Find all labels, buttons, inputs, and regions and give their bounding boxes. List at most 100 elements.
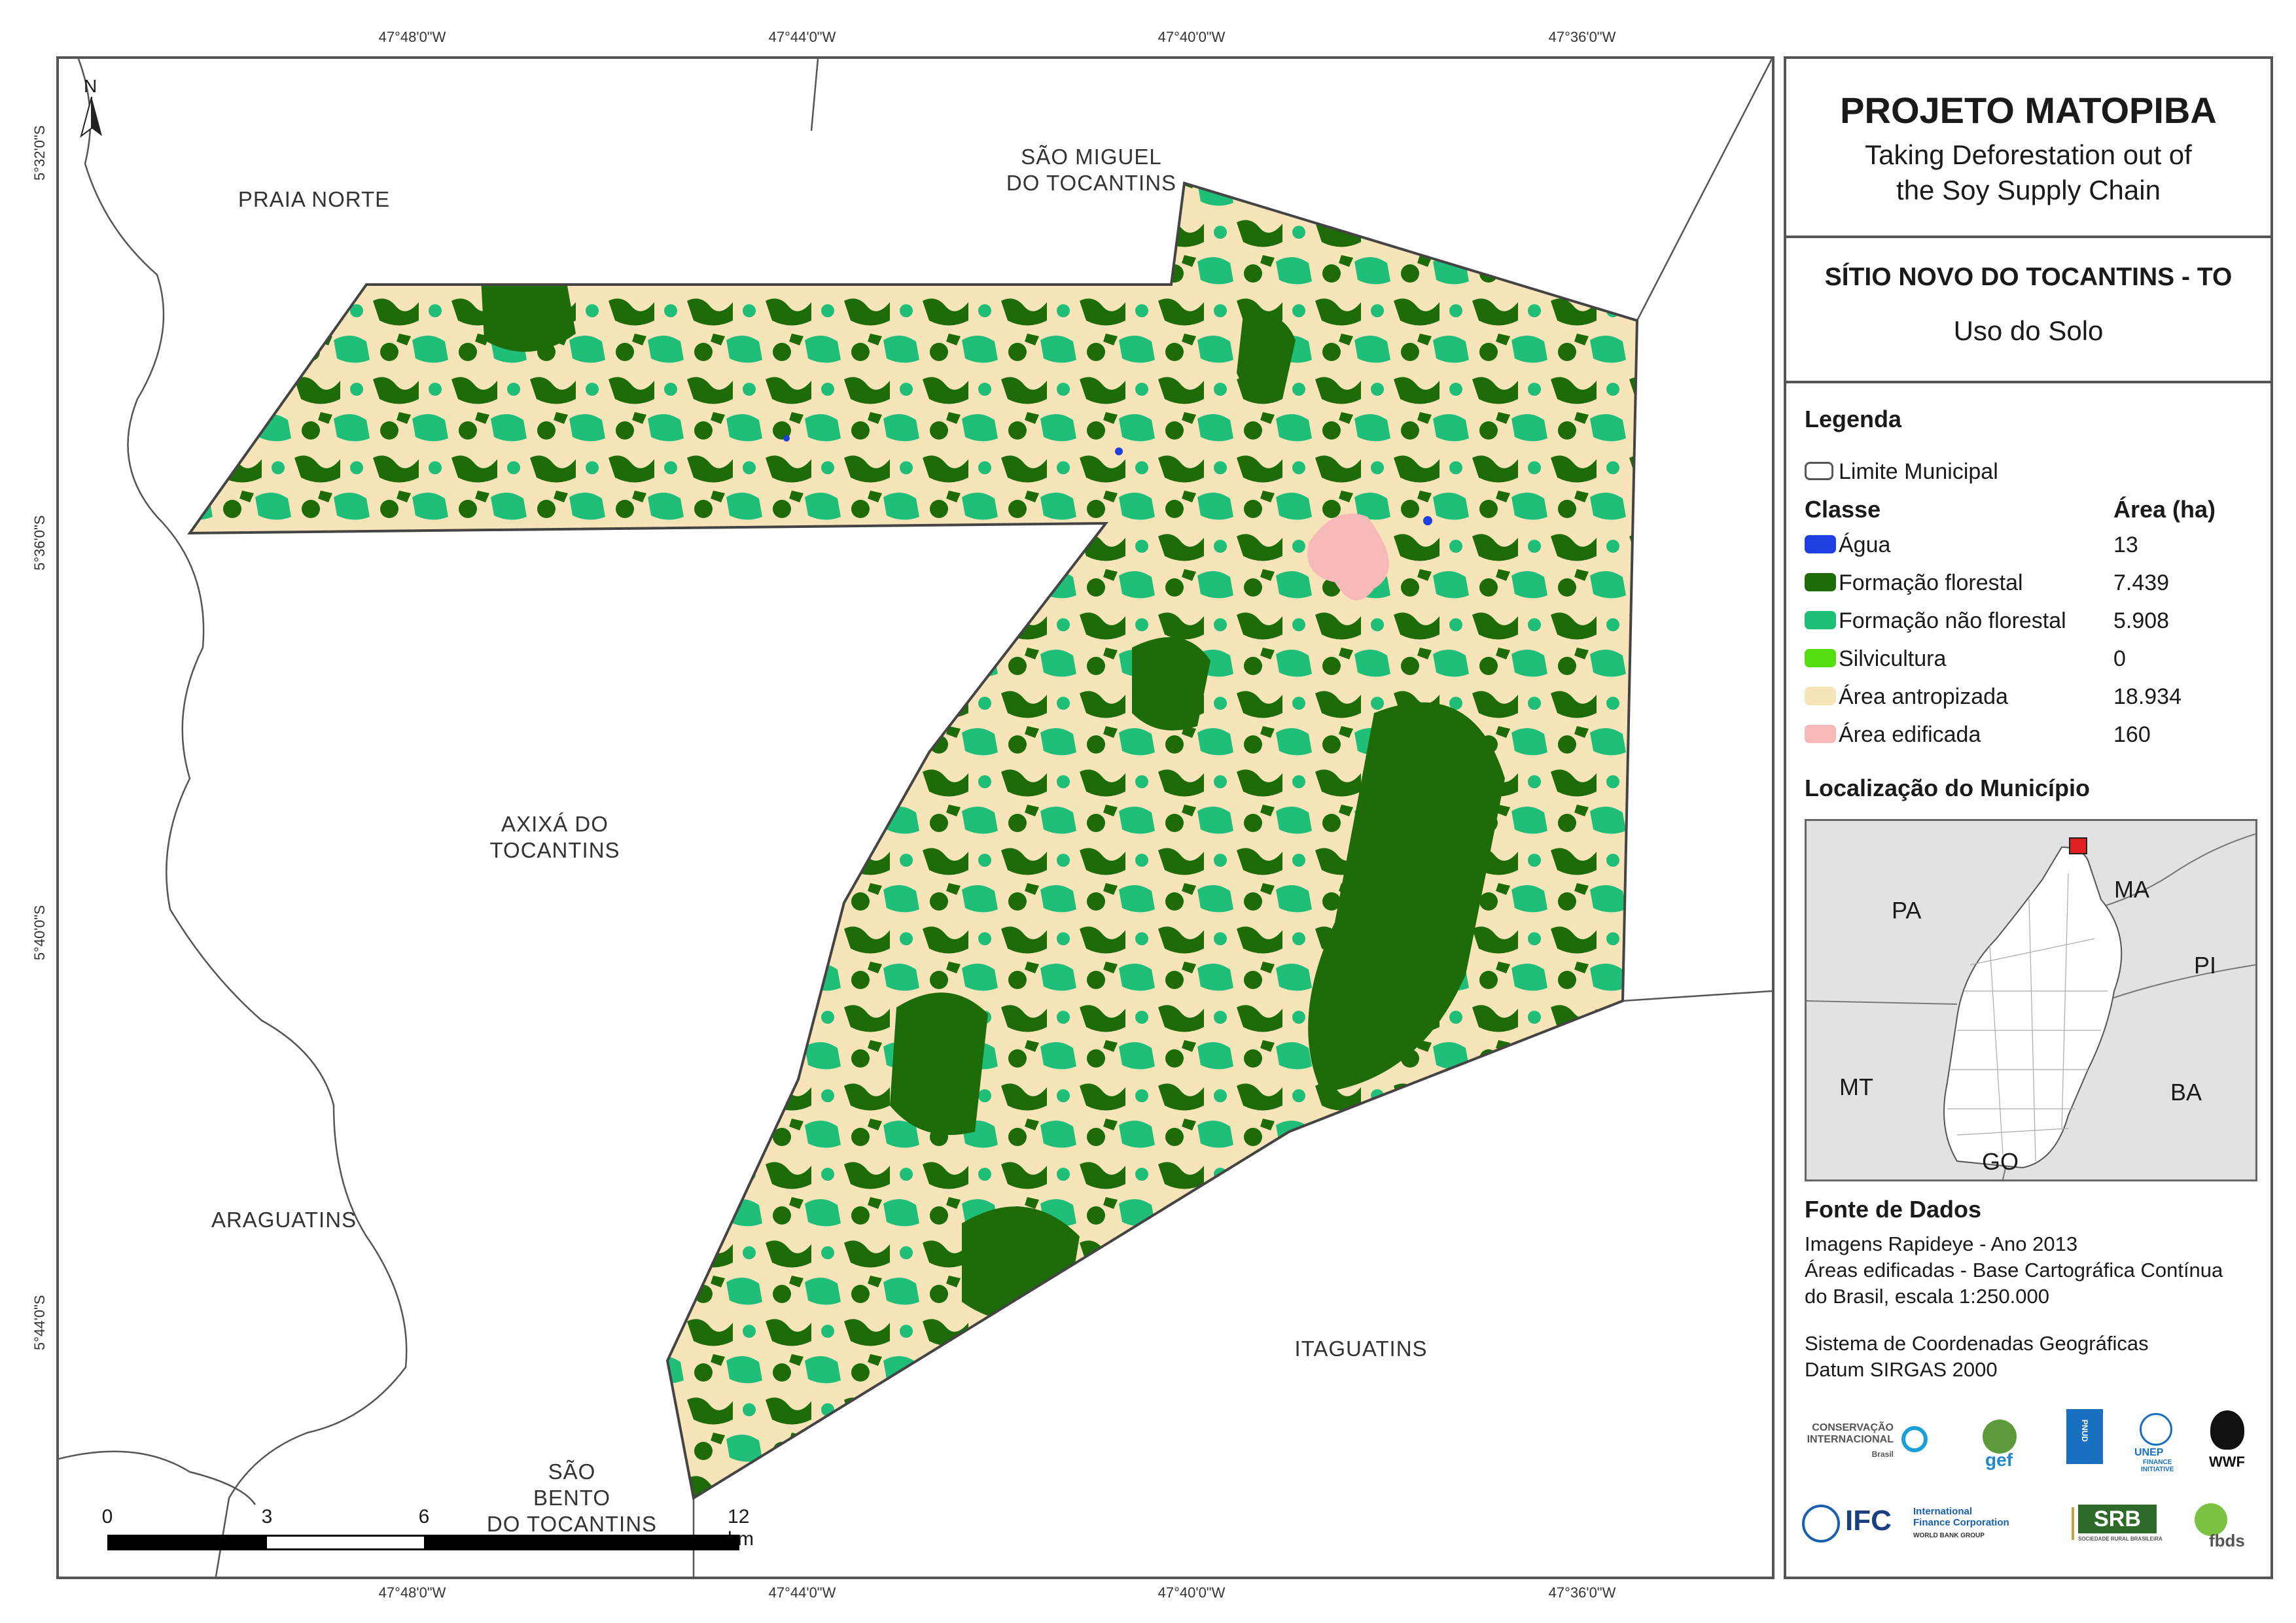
- municipal-boundary[interactable]: [187, 181, 1639, 1501]
- wwf-logo: WWF: [2205, 1410, 2251, 1476]
- ci-logo-country: Brasil: [1871, 1450, 1894, 1459]
- north-arrow-label: N: [84, 76, 97, 96]
- sources-heading: Fonte de Dados: [1805, 1196, 1982, 1223]
- project-subtitle: Taking Deforestation out of the Soy Supp…: [1865, 139, 2192, 205]
- wwf-logo-text: WWF: [2209, 1454, 2245, 1470]
- area-header: Área (ha): [2113, 496, 2216, 523]
- coord-left-3: 5°40'0"S: [31, 905, 48, 960]
- place-praia-norte: PRAIA NORTE: [238, 187, 391, 211]
- state-label-go: GO: [1982, 1148, 2019, 1175]
- pnud-logo: PNUD: [2066, 1409, 2103, 1464]
- class-header: Classe: [1805, 496, 1881, 523]
- coord-bottom-4: 47°36'0"W: [1548, 1584, 1616, 1601]
- srb-logo-sub: SOCIEDADE RURAL BRASILEIRA: [2078, 1536, 2163, 1542]
- map-frame: N PRAIA NORTE SÃO MIGUEL DO TOCANTINS AX…: [56, 56, 1775, 1579]
- map-canvas[interactable]: [59, 59, 1772, 1577]
- srb-logo: SRB SOCIEDADE RURAL BRASILEIRA: [2056, 1505, 2163, 1550]
- ci-logo-text: CONSERVAÇÃO INTERNACIONAL: [1807, 1422, 1894, 1445]
- ifc-logo-text: IFC: [1845, 1505, 1892, 1537]
- legend-item-area: 18.934: [2113, 684, 2181, 709]
- place-araguatins: ARAGUATINS: [211, 1208, 357, 1232]
- coord-left-2: 5°36'0"S: [31, 515, 48, 570]
- legend-swatch: [1805, 725, 1836, 743]
- urban-area[interactable]: [1307, 514, 1389, 601]
- scale-label-6: 6: [418, 1506, 430, 1527]
- legend-swatch: [1805, 535, 1836, 553]
- legend-swatch: [1805, 687, 1836, 705]
- coord-bottom-3: 47°40'0"W: [1157, 1584, 1226, 1601]
- legend-item-label: Silvicultura: [1839, 646, 1947, 671]
- sources-crs: Sistema de Coordenadas Geográficas Datum…: [1805, 1332, 2149, 1381]
- location-map-canvas: [1807, 833, 2255, 1179]
- ifc-logo: IFC International Finance Corporation WO…: [1802, 1498, 2038, 1557]
- place-axixa: AXIXÁ DO TOCANTINS: [489, 812, 620, 862]
- scale-label-3: 3: [261, 1506, 273, 1527]
- legend-item-area: 7.439: [2113, 570, 2170, 595]
- scale-label-0: 0: [101, 1506, 113, 1527]
- legend-swatch: [1805, 649, 1836, 667]
- unep-logo-sub: FINANCE INITIATIVE: [2141, 1459, 2174, 1473]
- legend-item-area: 5.908: [2113, 608, 2170, 633]
- legend: Legenda Limite Municipal Classe Área (ha…: [1786, 383, 2270, 815]
- gef-logo: gef: [1976, 1420, 2028, 1472]
- legend-item-area: 160: [2113, 722, 2151, 747]
- legend-heading: Legenda: [1805, 406, 1902, 432]
- place-sao-miguel: SÃO MIGUEL DO TOCANTINS: [1006, 145, 1177, 195]
- pnud-logo-text: PNUD: [2080, 1420, 2089, 1442]
- fbds-logo: fbds: [2189, 1498, 2255, 1557]
- info-panel: PROJETO MATOPIBA Taking Deforestation ou…: [1784, 56, 2273, 1579]
- project-title: PROJETO MATOPIBA: [1840, 90, 2217, 131]
- title-section: PROJETO MATOPIBA Taking Deforestation ou…: [1786, 59, 2270, 238]
- unep-globe-icon: [2140, 1413, 2172, 1446]
- fbds-leaf-icon: [2195, 1503, 2227, 1536]
- fbds-logo-text: fbds: [2209, 1531, 2245, 1550]
- state-label-ma: MA: [2114, 876, 2149, 903]
- legend-swatch: [1805, 573, 1836, 591]
- coord-top-1: 47°48'0"W: [378, 29, 446, 45]
- legend-item-label: Formação não florestal: [1839, 608, 2066, 633]
- legend-swatch: [1805, 611, 1836, 629]
- land-use-layer: [190, 183, 1637, 1498]
- srb-logo-text: SRB: [2078, 1505, 2157, 1533]
- north-arrow: N: [79, 76, 105, 161]
- coord-top-3: 47°40'0"W: [1157, 29, 1226, 45]
- tocantins-state: [1943, 846, 2123, 1169]
- ci-logo: CONSERVAÇÃO INTERNACIONAL Brasil: [1802, 1413, 1933, 1472]
- legend-item-label: Água: [1839, 532, 1891, 557]
- municipality-locator: [2069, 837, 2087, 854]
- coord-top-2: 47°44'0"W: [768, 29, 836, 45]
- unep-logo-text: UNEP: [2134, 1447, 2164, 1458]
- coord-bottom-1: 47°48'0"W: [378, 1584, 446, 1601]
- gef-globe-icon: [1983, 1420, 2017, 1454]
- location-heading: Localização do Município: [1805, 775, 2091, 801]
- place-itaguatins: ITAGUATINS: [1294, 1336, 1428, 1361]
- legend-item-area: 13: [2113, 532, 2138, 557]
- sources-text: Imagens Rapideye - Ano 2013 Áreas edific…: [1805, 1232, 2223, 1308]
- legend-item-label: Área edificada: [1839, 722, 1981, 747]
- ifc-logo-full: International Finance Corporation: [1913, 1506, 2009, 1528]
- map-theme: Uso do Solo: [1953, 315, 2104, 346]
- logos: CONSERVAÇÃO INTERNACIONAL Brasil gef PNU…: [1786, 1400, 2270, 1577]
- coord-left-1: 5°32'0"S: [31, 125, 48, 181]
- legend-item-label: Formação florestal: [1839, 570, 2023, 595]
- place-sao-bento: SÃO BENTO DO TOCANTINS: [486, 1459, 658, 1536]
- ci-circle-icon: [1901, 1426, 1928, 1452]
- scale-bar: 0 3 6 12 km: [82, 1506, 754, 1558]
- state-label-mt: MT: [1839, 1073, 1873, 1100]
- unep-logo: UNEP FINANCE INITIATIVE: [2133, 1413, 2185, 1478]
- state-label-pa: PA: [1892, 897, 1922, 924]
- legend-item-label: Área antropizada: [1839, 684, 2008, 709]
- gef-logo-text: gef: [1985, 1450, 2013, 1470]
- state-label-pi: PI: [2194, 952, 2217, 979]
- location-map[interactable]: PA MA PI MT BA GO: [1805, 819, 2257, 1181]
- ifc-logo-group: WORLD BANK GROUP: [1913, 1532, 1985, 1539]
- coord-top-4: 47°36'0"W: [1548, 29, 1616, 45]
- wheat-icon: [2056, 1507, 2074, 1540]
- north-arrow-icon: [80, 97, 102, 138]
- boundary-label: Limite Municipal: [1839, 459, 1998, 484]
- panda-icon: [2210, 1410, 2244, 1450]
- coord-left-4: 5°44'0"S: [31, 1295, 48, 1350]
- state-label-ba: BA: [2170, 1079, 2202, 1106]
- municipality-name: SÍTIO NOVO DO TOCANTINS - TO: [1824, 263, 2233, 291]
- legend-item-area: 0: [2113, 646, 2126, 671]
